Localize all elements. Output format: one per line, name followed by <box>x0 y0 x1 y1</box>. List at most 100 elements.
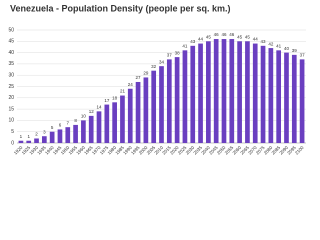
bar <box>166 59 172 143</box>
x-tick-label: 2100 <box>294 145 305 156</box>
value-label: 1 <box>20 134 23 139</box>
bar <box>190 45 196 143</box>
x-tick-label: 2015 <box>161 145 172 156</box>
bar <box>57 129 63 143</box>
bar <box>174 57 180 144</box>
y-tick-label: 20 <box>8 95 14 101</box>
x-tick-label: 1970 <box>91 145 102 156</box>
value-label: 45 <box>245 34 251 39</box>
bar <box>49 131 55 143</box>
y-tick-label: 25 <box>8 84 14 90</box>
x-tick-label: 2070 <box>247 145 258 156</box>
bar <box>81 120 86 143</box>
value-label: 43 <box>261 39 267 44</box>
bar <box>284 52 289 143</box>
y-tick-label: 35 <box>8 61 14 67</box>
x-tick-label: 2075 <box>255 145 266 156</box>
x-tick-label: 1930 <box>28 145 39 156</box>
x-tick-label: 2095 <box>286 145 297 156</box>
value-label: 43 <box>190 39 196 44</box>
x-tick-label: 2040 <box>200 145 211 156</box>
bar <box>268 48 274 143</box>
value-label: 2 <box>35 132 38 137</box>
value-label: 38 <box>175 50 181 55</box>
x-tick-label: 2025 <box>177 145 188 156</box>
x-tick-label: 1940 <box>44 145 55 156</box>
value-label: 7 <box>67 120 70 125</box>
y-tick-label: 30 <box>8 73 14 79</box>
bar <box>206 41 211 143</box>
value-label: 37 <box>300 53 306 58</box>
value-label: 45 <box>206 34 212 39</box>
bar <box>159 66 164 143</box>
x-tick-label: 1960 <box>75 145 86 156</box>
bar <box>65 127 71 143</box>
bar <box>88 115 94 143</box>
value-label: 45 <box>237 34 243 39</box>
bar <box>245 41 250 143</box>
x-tick-label: 1925 <box>21 145 32 156</box>
y-tick-label: 40 <box>8 50 14 56</box>
value-label: 44 <box>253 37 259 42</box>
bar <box>151 70 157 143</box>
bar <box>143 77 149 143</box>
x-tick-label: 2010 <box>153 145 164 156</box>
value-label: 39 <box>292 48 298 53</box>
y-tick-label: 45 <box>8 39 14 45</box>
x-tick-label: 1945 <box>52 145 63 156</box>
bar <box>237 41 242 143</box>
y-tick-label: 10 <box>8 118 14 124</box>
value-label: 21 <box>120 89 126 94</box>
x-tick-label: 1975 <box>99 145 110 156</box>
value-label: 14 <box>97 105 103 110</box>
x-tick-label: 2055 <box>224 145 235 156</box>
value-label: 46 <box>214 32 220 37</box>
bar <box>229 39 235 143</box>
x-tick-label: 2080 <box>263 145 274 156</box>
value-label: 34 <box>159 59 165 64</box>
value-label: 27 <box>136 75 142 80</box>
bar <box>182 50 188 144</box>
bar <box>34 138 39 143</box>
value-label: 12 <box>89 109 95 114</box>
bar <box>221 39 227 143</box>
x-tick-label: 1935 <box>36 145 47 156</box>
value-label: 41 <box>276 44 282 49</box>
chart: Venezuela - Population Density (people p… <box>8 3 306 156</box>
y-tick-label: 50 <box>8 27 14 33</box>
value-label: 32 <box>151 64 157 69</box>
x-tick-label: 1965 <box>83 145 94 156</box>
x-tick-label: 1995 <box>130 145 141 156</box>
bar <box>127 88 133 143</box>
x-tick-label: 1955 <box>68 145 79 156</box>
value-label: 42 <box>268 41 274 46</box>
chart-title: Venezuela - Population Density (people p… <box>10 3 231 13</box>
x-tick-label: 2005 <box>146 145 157 156</box>
value-label: 17 <box>104 98 110 103</box>
y-tick-label: 0 <box>11 140 14 146</box>
x-tick-label: 2050 <box>216 145 227 156</box>
x-tick-label: 1920 <box>13 145 24 156</box>
bar <box>41 136 47 143</box>
value-label: 6 <box>59 123 62 128</box>
value-label: 37 <box>167 53 173 58</box>
bar <box>260 45 266 143</box>
bar <box>96 111 102 143</box>
bar <box>291 54 297 143</box>
value-label: 1 <box>27 134 30 139</box>
value-label: 5 <box>51 125 54 130</box>
bar <box>299 59 305 143</box>
x-tick-label: 1980 <box>107 145 118 156</box>
value-label: 44 <box>198 37 204 42</box>
x-tick-label: 2000 <box>138 145 149 156</box>
value-label: 46 <box>221 32 227 37</box>
x-tick-label: 2060 <box>232 145 243 156</box>
value-label: 41 <box>182 44 188 49</box>
value-label: 10 <box>81 114 87 119</box>
bar <box>213 39 219 143</box>
bar <box>73 124 78 143</box>
value-label: 3 <box>43 129 46 134</box>
x-tick-label: 2085 <box>271 145 282 156</box>
x-tick-label: 2090 <box>278 145 289 156</box>
x-tick-label: 2030 <box>185 145 196 156</box>
